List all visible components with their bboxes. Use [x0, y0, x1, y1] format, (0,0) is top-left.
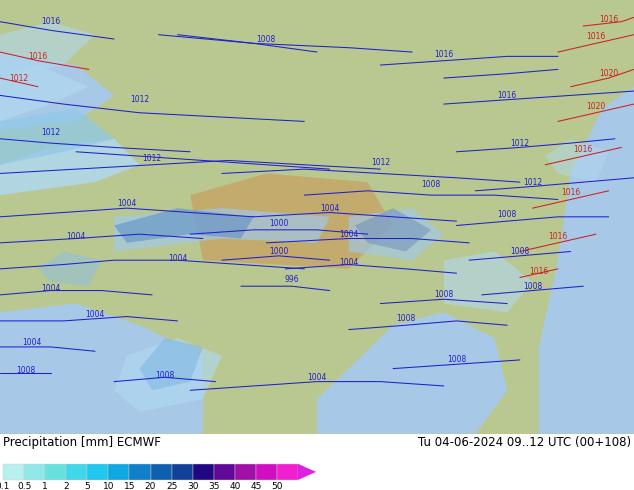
Polygon shape: [38, 251, 101, 286]
Text: 1008: 1008: [434, 291, 453, 299]
Bar: [66, 464, 87, 480]
Text: 1016: 1016: [41, 17, 60, 26]
Polygon shape: [190, 173, 393, 269]
Text: 20: 20: [145, 482, 156, 490]
Polygon shape: [349, 208, 444, 260]
Text: 1016: 1016: [599, 15, 618, 24]
Text: 996: 996: [284, 275, 299, 284]
Text: 1008: 1008: [498, 210, 517, 219]
Polygon shape: [0, 108, 114, 165]
Text: 1016: 1016: [498, 91, 517, 100]
Text: 10: 10: [103, 482, 114, 490]
Text: 2: 2: [63, 482, 69, 490]
Bar: [193, 464, 214, 480]
Bar: [150, 464, 172, 480]
Bar: [235, 464, 256, 480]
Text: Precipitation [mm] ECMWF: Precipitation [mm] ECMWF: [3, 436, 161, 449]
Text: 1004: 1004: [339, 258, 358, 267]
Polygon shape: [0, 304, 203, 434]
Polygon shape: [0, 139, 139, 195]
Bar: [24, 464, 45, 480]
Polygon shape: [539, 87, 634, 434]
Bar: [214, 464, 235, 480]
Text: 1012: 1012: [130, 95, 149, 104]
Text: 1012: 1012: [510, 139, 529, 147]
Text: 1008: 1008: [422, 180, 441, 189]
Bar: [277, 464, 298, 480]
Text: 1004: 1004: [22, 338, 41, 347]
Text: 1016: 1016: [29, 52, 48, 61]
Text: 1012: 1012: [41, 128, 60, 137]
Text: 1016: 1016: [586, 32, 605, 41]
Polygon shape: [545, 139, 609, 182]
Polygon shape: [139, 338, 203, 390]
Polygon shape: [114, 208, 254, 243]
Text: 1012: 1012: [523, 178, 542, 187]
Polygon shape: [444, 251, 533, 312]
Text: 15: 15: [124, 482, 135, 490]
Bar: [172, 464, 193, 480]
Text: 1004: 1004: [117, 199, 136, 208]
Text: 40: 40: [229, 482, 240, 490]
Text: 0.5: 0.5: [17, 482, 31, 490]
Text: Tu 04-06-2024 09..12 UTC (00+108): Tu 04-06-2024 09..12 UTC (00+108): [418, 436, 631, 449]
Text: 1004: 1004: [168, 253, 187, 263]
Text: 1008: 1008: [523, 282, 542, 291]
Text: 1016: 1016: [434, 49, 453, 59]
Text: 1016: 1016: [561, 189, 580, 197]
Polygon shape: [114, 208, 330, 251]
Text: 1008: 1008: [447, 355, 466, 365]
Text: 1004: 1004: [307, 373, 327, 382]
Text: 1012: 1012: [10, 74, 29, 82]
Bar: [45, 464, 66, 480]
Bar: [3, 464, 24, 480]
Text: 1016: 1016: [529, 267, 548, 275]
Text: 1008: 1008: [257, 34, 276, 44]
Polygon shape: [0, 65, 89, 122]
Text: 30: 30: [187, 482, 198, 490]
Text: 1012: 1012: [143, 154, 162, 163]
Text: 0.1: 0.1: [0, 482, 10, 490]
Polygon shape: [0, 22, 95, 78]
Polygon shape: [317, 312, 507, 434]
Polygon shape: [0, 52, 114, 130]
Text: 5: 5: [84, 482, 90, 490]
Text: 1012: 1012: [371, 158, 390, 167]
Text: 1008: 1008: [16, 366, 35, 375]
Polygon shape: [298, 464, 316, 480]
Bar: [256, 464, 277, 480]
Text: 1008: 1008: [396, 314, 415, 323]
Text: 45: 45: [250, 482, 262, 490]
Text: 1000: 1000: [269, 247, 288, 256]
Text: 1020: 1020: [599, 69, 618, 78]
Text: 1016: 1016: [548, 232, 567, 241]
Polygon shape: [355, 208, 431, 251]
Text: 1004: 1004: [339, 230, 358, 239]
Bar: [129, 464, 150, 480]
Text: 35: 35: [208, 482, 219, 490]
Text: 1004: 1004: [320, 204, 339, 213]
Text: 1008: 1008: [510, 247, 529, 256]
Text: 1004: 1004: [86, 310, 105, 319]
Text: 1020: 1020: [586, 102, 605, 111]
Text: 50: 50: [271, 482, 283, 490]
Text: 1004: 1004: [67, 232, 86, 241]
Polygon shape: [114, 338, 222, 412]
Bar: [108, 464, 129, 480]
Text: 1004: 1004: [41, 284, 60, 293]
Text: 1016: 1016: [574, 145, 593, 154]
Bar: [87, 464, 108, 480]
Text: 1000: 1000: [269, 219, 288, 228]
Text: 1: 1: [42, 482, 48, 490]
Text: 25: 25: [166, 482, 178, 490]
Text: 1008: 1008: [155, 370, 174, 380]
